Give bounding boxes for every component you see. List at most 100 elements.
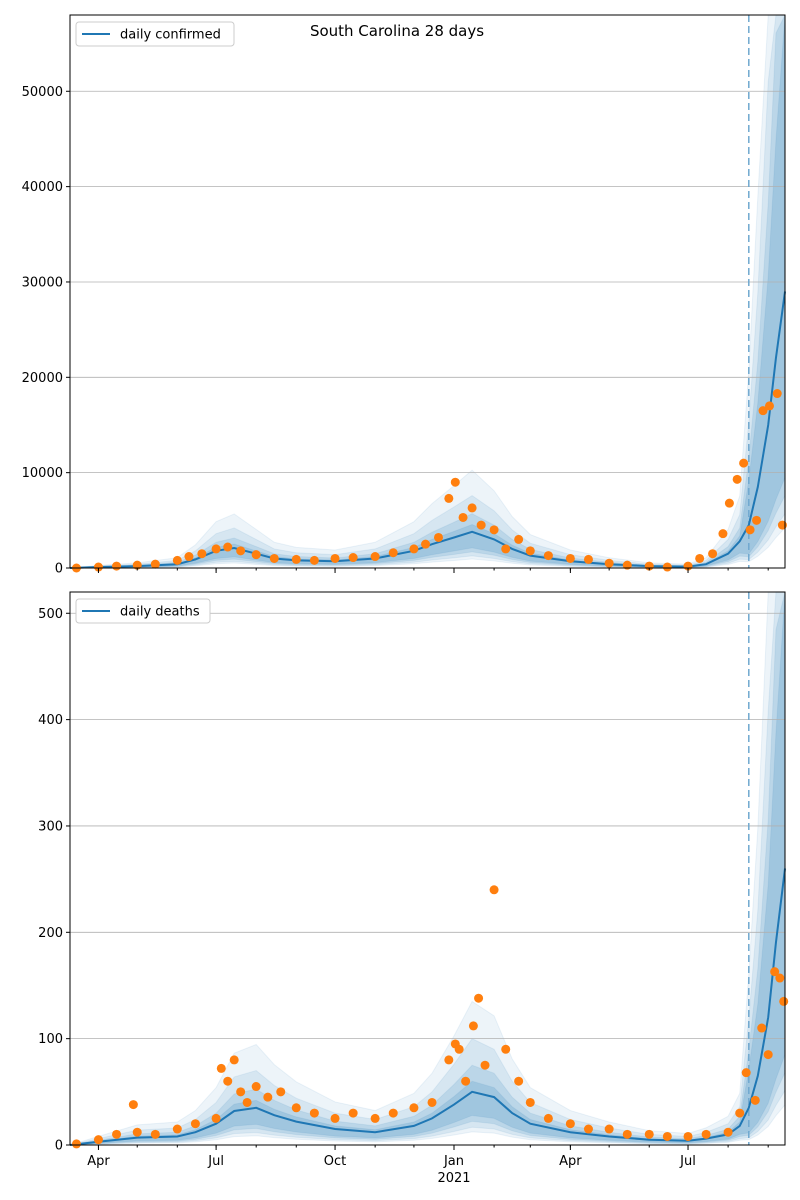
data-point xyxy=(461,1076,471,1086)
data-point xyxy=(701,1129,711,1139)
data-point xyxy=(427,1097,437,1107)
data-point xyxy=(739,458,749,468)
data-point xyxy=(763,1050,773,1060)
data-point xyxy=(450,477,460,487)
data-point xyxy=(468,1021,478,1031)
data-point xyxy=(757,1023,767,1033)
data-point xyxy=(745,525,755,535)
legend: daily confirmed xyxy=(75,21,235,47)
data-point xyxy=(348,1108,358,1118)
x-tick-label: Oct xyxy=(324,1154,346,1169)
data-point xyxy=(251,1082,261,1092)
legend-label: daily deaths xyxy=(120,605,200,620)
data-point xyxy=(764,401,774,411)
data-point xyxy=(444,493,454,503)
x-tick-label: Apr xyxy=(559,1154,582,1169)
y-tick-label: 0 xyxy=(55,562,63,577)
data-point xyxy=(388,1108,398,1118)
data-point xyxy=(583,554,593,564)
data-point xyxy=(223,1076,233,1086)
uncertainty-band xyxy=(69,591,786,1146)
y-tick-label: 40000 xyxy=(22,180,63,195)
y-tick-label: 10000 xyxy=(22,466,63,481)
data-point xyxy=(723,1127,733,1137)
y-tick-label: 0 xyxy=(55,1139,63,1154)
data-point xyxy=(750,1095,760,1105)
data-point xyxy=(501,544,511,554)
uncertainty-bands xyxy=(69,14,786,569)
data-point xyxy=(467,503,477,513)
y-tick-label: 200 xyxy=(38,926,63,941)
daily-deaths-line xyxy=(69,868,786,1146)
data-point xyxy=(489,525,499,535)
data-point xyxy=(454,1044,464,1054)
data-point xyxy=(184,552,194,562)
data-point xyxy=(662,562,672,572)
data-point xyxy=(132,560,142,570)
data-point xyxy=(662,1131,672,1141)
legend-box xyxy=(75,21,235,47)
x-year-label: 2021 xyxy=(437,1171,470,1186)
y-tick-label: 50000 xyxy=(22,85,63,100)
panel-deaths: 0 100 200 300 400 500 Apr Jul Oct Jan Apr Jul 2021… xyxy=(38,591,789,1186)
data-point xyxy=(458,512,468,522)
data-point xyxy=(172,1124,182,1134)
data-point xyxy=(501,1044,511,1054)
data-point xyxy=(622,560,632,570)
x-tick-label: Jan xyxy=(443,1154,464,1169)
uncertainty-band xyxy=(69,591,786,1146)
y-tick-label: 20000 xyxy=(22,371,63,386)
y-ticks: 0 10000 20000 30000 40000 50000 xyxy=(22,85,70,577)
chart-title: South Carolina 28 days xyxy=(310,22,484,40)
data-point xyxy=(236,1087,246,1097)
data-point xyxy=(150,559,160,569)
data-point xyxy=(514,1076,524,1086)
data-point xyxy=(583,1124,593,1134)
data-point xyxy=(291,1103,301,1113)
data-point xyxy=(644,1129,654,1139)
y-tick-label: 300 xyxy=(38,819,63,834)
data-point xyxy=(718,529,728,539)
axes-frame xyxy=(69,14,786,569)
data-point xyxy=(474,993,484,1003)
data-point xyxy=(565,553,575,563)
data-point xyxy=(216,1063,226,1073)
data-point xyxy=(480,1060,490,1070)
data-point xyxy=(708,549,718,559)
data-point xyxy=(330,1113,340,1123)
data-point xyxy=(348,553,358,563)
data-point xyxy=(683,1131,693,1141)
uncertainty-band xyxy=(69,14,786,569)
data-point xyxy=(370,552,380,562)
data-point xyxy=(370,1113,380,1123)
y-gridlines xyxy=(70,90,785,474)
data-point xyxy=(242,1097,252,1107)
data-point xyxy=(190,1119,200,1129)
y-tick-label: 100 xyxy=(38,1032,63,1047)
y-ticks: 0 100 200 300 400 500 xyxy=(38,607,70,1154)
panel-confirmed: 0 10000 20000 30000 40000 50000 South Carolin… xyxy=(22,14,787,577)
data-point xyxy=(263,1092,273,1102)
data-point xyxy=(211,544,221,554)
data-point xyxy=(276,1087,286,1097)
data-point xyxy=(172,555,182,565)
data-point xyxy=(150,1129,160,1139)
data-point xyxy=(489,885,499,895)
data-point xyxy=(543,551,553,561)
data-point xyxy=(309,1108,319,1118)
data-point xyxy=(330,553,340,563)
data-point xyxy=(622,1129,632,1139)
x-ticks: Apr Jul Oct Jan Apr Jul xyxy=(87,1145,769,1169)
y-tick-label: 30000 xyxy=(22,275,63,290)
data-point xyxy=(421,539,431,549)
data-point xyxy=(695,553,705,563)
uncertainty-band xyxy=(69,14,786,569)
data-point xyxy=(604,558,614,568)
data-point xyxy=(514,534,524,544)
axes-frame xyxy=(69,591,786,1146)
data-point xyxy=(735,1108,745,1118)
data-point xyxy=(112,1129,122,1139)
x-tick-label: Apr xyxy=(87,1154,110,1169)
legend-box xyxy=(75,598,211,624)
data-point xyxy=(758,406,768,416)
